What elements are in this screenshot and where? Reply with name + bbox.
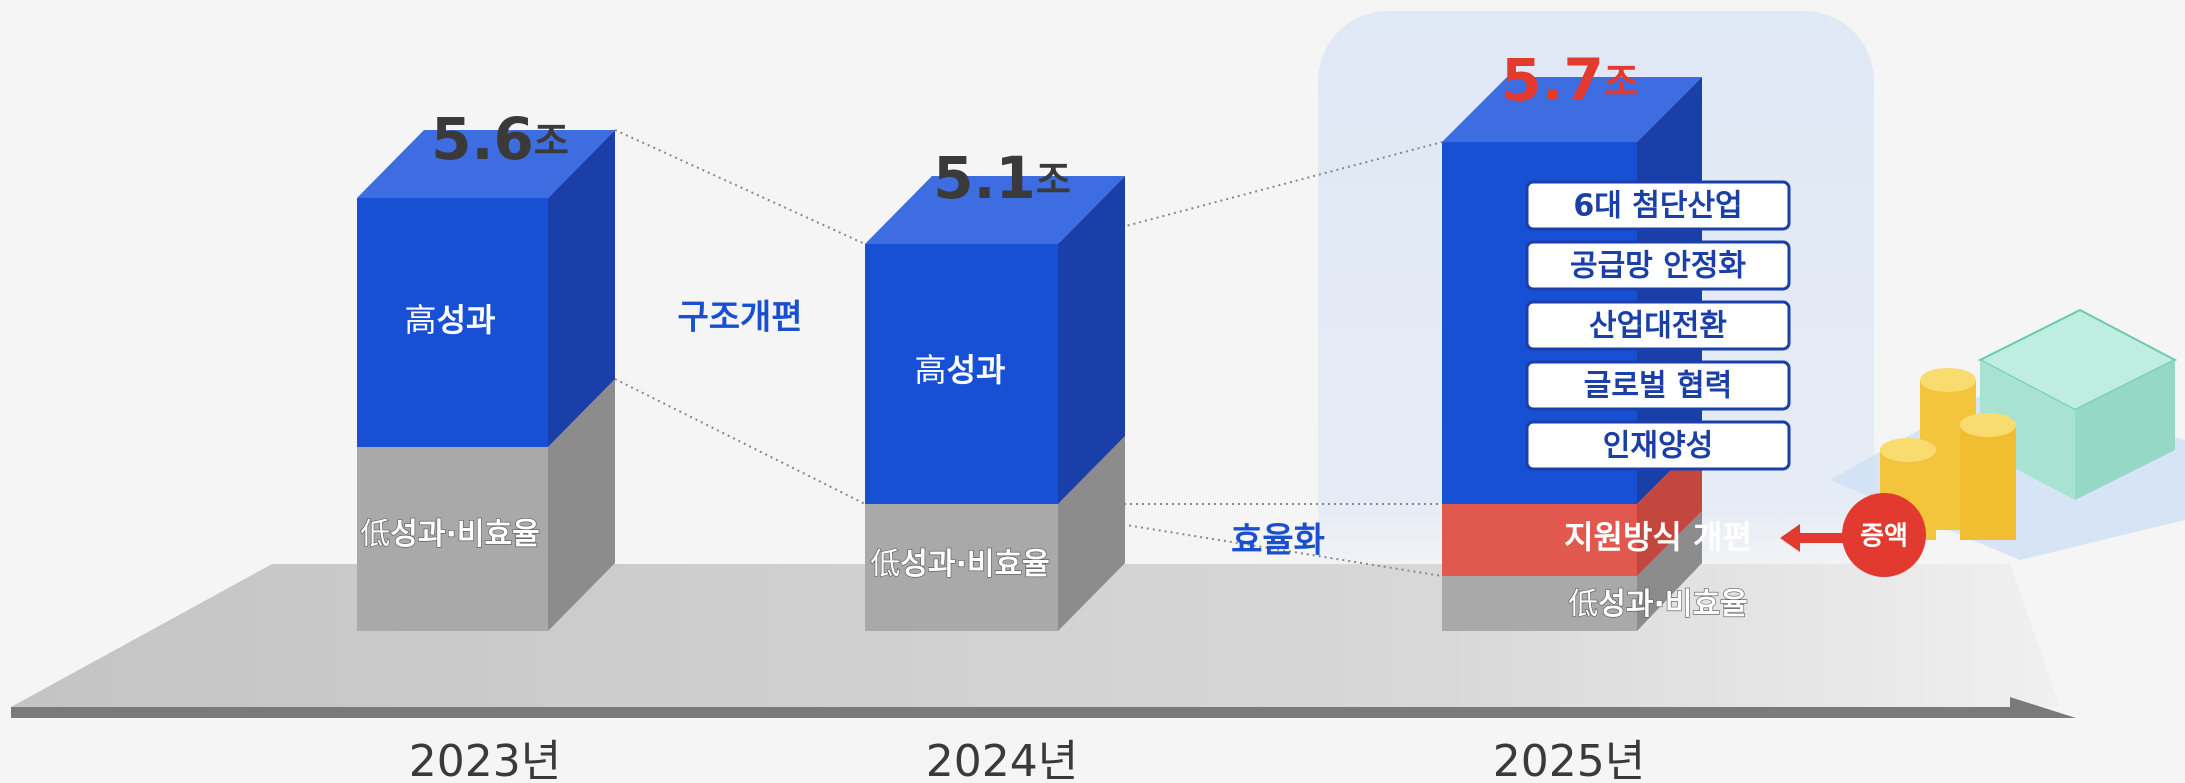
- bar-2024: [865, 176, 1125, 631]
- note: 효율화: [1231, 521, 1325, 561]
- unit: 조: [1036, 158, 1071, 202]
- low-label: 低성과·비효율: [360, 517, 539, 552]
- item: 공급망 안정화: [1570, 249, 1746, 284]
- item: 글로벌 협력: [1584, 369, 1732, 404]
- low-label: 低성과·비효율: [870, 547, 1049, 582]
- year-label: 2025년: [1493, 736, 1645, 783]
- prefix: 低: [360, 517, 390, 552]
- total-label: 5.6조: [431, 105, 569, 173]
- total-label: 5.7조: [1501, 46, 1639, 114]
- label: 성과·비효율: [390, 517, 539, 552]
- timeline-arrow: [11, 697, 2076, 718]
- increase-arrow: [1780, 524, 1845, 552]
- low-label: 低성과·비효율: [1568, 587, 1747, 622]
- increase-label: 증액: [1860, 522, 1908, 552]
- item: 인재양성: [1603, 429, 1713, 464]
- label: 성과: [437, 301, 496, 339]
- prefix: 高: [405, 301, 437, 339]
- increase-badge: [1842, 493, 1926, 577]
- prefix: 低: [1568, 587, 1598, 622]
- label: 성과: [947, 351, 1006, 389]
- high-label: 高성과: [405, 301, 496, 339]
- year-label: 2023년: [409, 736, 561, 783]
- unit: 조: [1604, 60, 1639, 104]
- total: 5.1: [933, 144, 1036, 212]
- item: 산업대전환: [1589, 309, 1727, 344]
- label: 성과·비효율: [900, 547, 1049, 582]
- prefix: 低: [870, 547, 900, 582]
- total: 5.6: [431, 105, 534, 173]
- year-label: 2024년: [926, 736, 1078, 783]
- unit: 조: [534, 119, 569, 163]
- money-illustration: [1830, 308, 2185, 560]
- total-label: 5.1조: [933, 144, 1071, 212]
- high-label: 高성과: [915, 351, 1006, 389]
- reform-label: 지원방식 개편: [1564, 518, 1752, 556]
- item: 6대 첨단산업: [1573, 189, 1742, 224]
- note: 구조개편: [677, 298, 802, 338]
- label: 성과·비효율: [1598, 587, 1747, 622]
- bar-2023: [357, 130, 615, 631]
- prefix: 高: [915, 351, 947, 389]
- item-boxes: [1525, 180, 1791, 471]
- total: 5.7: [1501, 46, 1604, 114]
